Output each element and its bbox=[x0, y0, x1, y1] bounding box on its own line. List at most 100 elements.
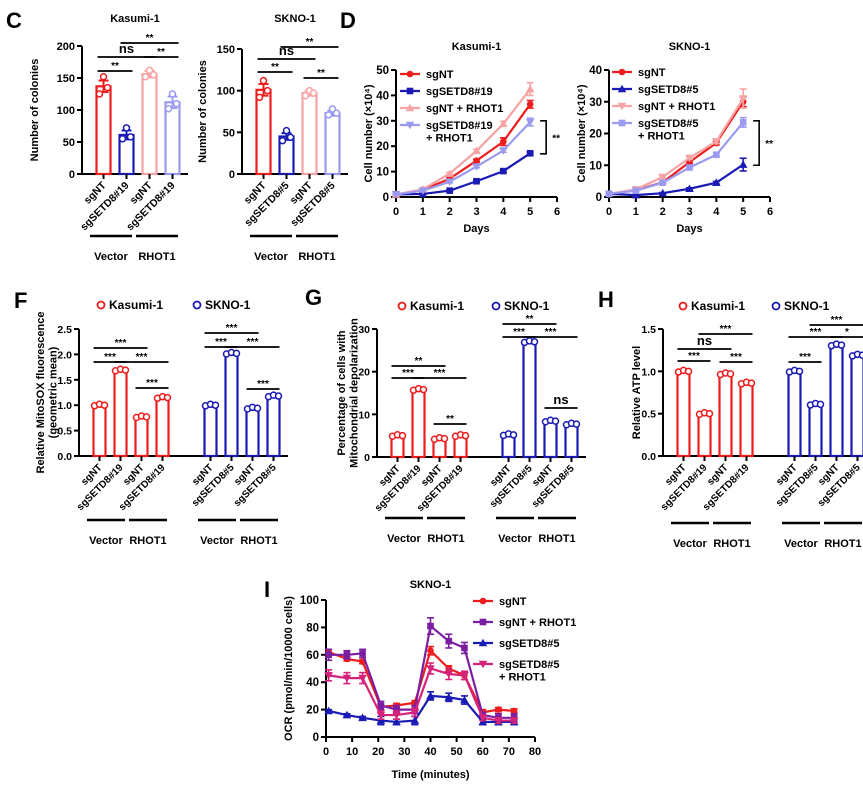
data-point bbox=[551, 417, 560, 425]
y-tick-label: 0 bbox=[596, 192, 602, 204]
group-label: Vector bbox=[498, 533, 532, 545]
x-axis-label: Time (minutes) bbox=[391, 769, 469, 781]
y-tick-label: 50 bbox=[63, 137, 75, 149]
y-tick-label: 150 bbox=[57, 73, 75, 85]
y-tick-label: 100 bbox=[300, 595, 319, 607]
data-point bbox=[359, 650, 366, 657]
data-point bbox=[376, 716, 386, 724]
bar bbox=[113, 369, 128, 458]
data-point bbox=[278, 136, 287, 145]
y-axis-label: Number of colonies bbox=[197, 60, 209, 163]
significance-label: ** bbox=[317, 68, 325, 79]
legend-label: Kasumi-1 bbox=[691, 299, 745, 313]
data-point bbox=[617, 84, 627, 93]
data-point bbox=[445, 178, 454, 187]
series-line bbox=[328, 648, 515, 714]
series-line bbox=[608, 121, 745, 195]
data-point bbox=[263, 86, 272, 95]
panel-label-F: F bbox=[14, 288, 27, 313]
y-tick-label: 0 bbox=[364, 452, 370, 464]
x-tick-label: 80 bbox=[529, 746, 541, 758]
data-point bbox=[837, 341, 846, 349]
data-point bbox=[473, 157, 480, 164]
data-point bbox=[274, 392, 283, 400]
y-tick-label: 0 bbox=[313, 732, 319, 744]
bar bbox=[92, 404, 107, 458]
y-tick-label: 1.0 bbox=[641, 366, 656, 378]
y-tick-label: 100 bbox=[57, 105, 75, 117]
data-point bbox=[460, 672, 469, 680]
y-tick-label: 200 bbox=[57, 41, 75, 53]
y-tick-label: 40 bbox=[306, 677, 319, 689]
data-point bbox=[259, 76, 268, 85]
legend-label: sgNT + RHOT1 bbox=[426, 103, 503, 115]
y-tick-label: 20 bbox=[358, 367, 370, 379]
bar bbox=[95, 85, 112, 176]
data-point bbox=[444, 670, 454, 679]
y-tick-label: 40 bbox=[376, 90, 389, 102]
y-tick-label: 30 bbox=[589, 97, 602, 109]
data-point bbox=[444, 692, 454, 701]
bar bbox=[266, 394, 281, 458]
significance-label: *** bbox=[831, 315, 843, 326]
bar bbox=[564, 423, 579, 459]
group-label: RHOT1 bbox=[713, 538, 750, 550]
significance-bracket bbox=[540, 120, 547, 155]
y-tick-label: 0 bbox=[69, 169, 75, 181]
data-point bbox=[712, 178, 721, 187]
legend-label: sgSETD8#5 bbox=[499, 638, 560, 650]
significance-label: ** bbox=[111, 61, 119, 72]
y-tick-label: 20 bbox=[376, 141, 389, 153]
legend-label: Kasumi-1 bbox=[109, 298, 163, 312]
bar bbox=[718, 372, 733, 458]
y-axis-label: Relative MitoSOX fluorescence(geometric … bbox=[35, 312, 60, 474]
data-point bbox=[525, 118, 535, 127]
legend-marker bbox=[491, 301, 501, 311]
data-point bbox=[141, 72, 150, 81]
group-label: Vector bbox=[200, 535, 234, 547]
group-label: RHOT1 bbox=[129, 535, 166, 547]
x-tick-label: 4 bbox=[713, 206, 720, 218]
data-point bbox=[686, 164, 693, 171]
significance-label: ** bbox=[446, 414, 454, 425]
bar bbox=[411, 388, 426, 459]
data-point bbox=[149, 71, 158, 79]
data-point bbox=[479, 618, 487, 626]
series-line bbox=[328, 694, 515, 724]
significance-bracket bbox=[753, 120, 760, 167]
data-point bbox=[685, 154, 694, 163]
data-point bbox=[479, 597, 487, 605]
y-tick-label: 30 bbox=[376, 116, 389, 128]
legend-marker bbox=[397, 301, 407, 311]
legend-label: sgSETD8#5 bbox=[638, 84, 699, 96]
series-sgnt-rhot1 bbox=[325, 617, 518, 723]
series-line bbox=[608, 163, 744, 197]
y-axis-label: OCR (pmol/min/10000 cells) bbox=[283, 596, 295, 741]
series-sgnt bbox=[392, 99, 534, 198]
x-tick-label: 3 bbox=[473, 206, 479, 218]
legend-label: SKNO-1 bbox=[205, 298, 251, 312]
data-point bbox=[572, 420, 581, 428]
data-point bbox=[426, 691, 435, 700]
y-tick-label: 0.5 bbox=[57, 426, 72, 438]
group-label: RHOT1 bbox=[538, 533, 575, 545]
legend-label: sgNT bbox=[426, 69, 454, 81]
significance-label: *** bbox=[434, 368, 446, 379]
data-point bbox=[473, 177, 480, 185]
data-point bbox=[440, 434, 449, 443]
legend-label: SKNO-1 bbox=[504, 299, 550, 313]
data-point bbox=[478, 714, 488, 723]
data-point bbox=[461, 644, 468, 652]
data-point bbox=[605, 190, 613, 198]
y-tick-label: 1.5 bbox=[641, 324, 656, 336]
data-point bbox=[406, 70, 414, 78]
significance-label: *** bbox=[146, 378, 158, 389]
y-tick-label: 20 bbox=[589, 129, 602, 141]
bar bbox=[224, 352, 239, 458]
x-tick-label: 5 bbox=[740, 206, 746, 218]
data-point bbox=[332, 109, 341, 117]
chart-title: Kasumi-1 bbox=[110, 13, 160, 25]
y-axis-label: Number of colonies bbox=[29, 59, 41, 162]
legend-label: sgSETD8#5 + RHOT1 bbox=[499, 659, 560, 684]
